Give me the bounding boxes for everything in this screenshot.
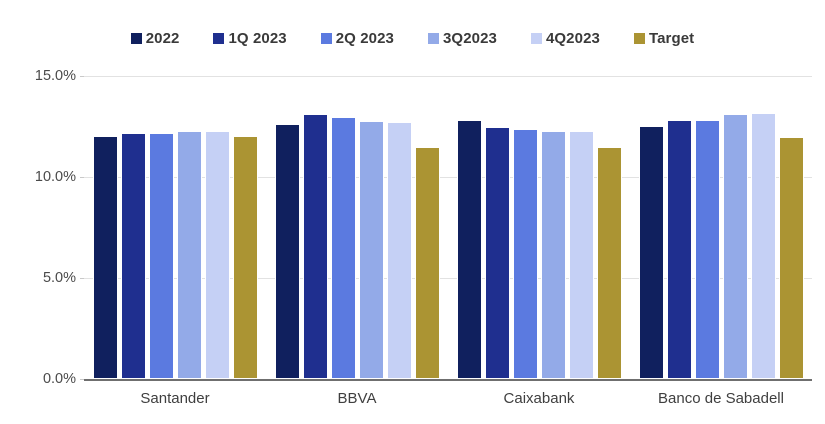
bar-group [84, 76, 266, 379]
chart-legend: 2022 1Q 2023 2Q 2023 3Q2023 4Q2023 Target [0, 30, 825, 47]
bar-group [630, 76, 812, 379]
legend-swatch-icon [633, 33, 645, 44]
legend-item[interactable]: 1Q 2023 [213, 30, 287, 47]
legend-label: 2Q 2023 [335, 30, 394, 47]
bar[interactable] [512, 128, 538, 379]
x-axis-labels: Santander BBVA Caixabank Banco de Sabadell [84, 390, 812, 407]
legend-label: 4Q2023 [545, 30, 600, 47]
gridline [84, 278, 812, 279]
bar[interactable] [540, 130, 566, 379]
bar-groups [84, 76, 812, 379]
y-axis-tick-label: 5.0% [42, 270, 76, 286]
legend-item[interactable]: Target [633, 30, 695, 47]
bar[interactable] [204, 130, 230, 379]
legend-item[interactable]: 4Q2023 [530, 30, 600, 47]
legend-swatch-icon [130, 33, 142, 44]
y-axis: 0.0% 5.0% 10.0% 15.0% [8, 68, 90, 387]
x-axis-category-label: Santander [140, 390, 210, 407]
bar[interactable] [120, 132, 146, 379]
x-axis-category-label: Banco de Sabadell [658, 390, 784, 407]
legend-item[interactable]: 3Q2023 [427, 30, 497, 47]
legend-label: 2022 [145, 30, 180, 47]
y-axis-tick-label: 0.0% [42, 371, 76, 387]
plot-area [84, 76, 812, 381]
gridline [84, 177, 812, 178]
bar[interactable] [176, 130, 202, 379]
bar[interactable] [274, 124, 300, 379]
legend-swatch-icon [213, 33, 225, 44]
bar[interactable] [386, 122, 412, 379]
bar[interactable] [750, 113, 776, 379]
x-axis-category-label: Caixabank [503, 390, 575, 407]
bar[interactable] [484, 126, 510, 379]
bar[interactable] [302, 114, 328, 379]
bar[interactable] [232, 135, 258, 379]
bar[interactable] [778, 136, 804, 379]
legend-swatch-icon [530, 33, 542, 44]
bar[interactable] [694, 120, 720, 379]
bar[interactable] [456, 120, 482, 379]
bar-group [266, 76, 448, 379]
legend-label: Target [648, 30, 695, 47]
legend-swatch-icon [427, 33, 439, 44]
bar[interactable] [358, 121, 384, 379]
legend-item[interactable]: 2Q 2023 [320, 30, 394, 47]
x-axis-category-label: BBVA [337, 390, 377, 407]
legend-label: 1Q 2023 [228, 30, 287, 47]
bar[interactable] [638, 125, 664, 379]
gridline [84, 76, 812, 77]
bar[interactable] [722, 114, 748, 379]
bar[interactable] [666, 120, 692, 379]
bar[interactable] [414, 146, 440, 379]
bar[interactable] [596, 146, 622, 379]
x-axis-baseline [84, 379, 812, 381]
legend-swatch-icon [320, 33, 332, 44]
y-axis-tick-label: 15.0% [34, 68, 76, 84]
bar[interactable] [330, 117, 356, 379]
bar[interactable] [568, 130, 594, 379]
bar[interactable] [92, 135, 118, 379]
y-axis-tick-label: 10.0% [34, 169, 76, 185]
bar[interactable] [148, 132, 174, 379]
bar-group [448, 76, 630, 379]
legend-label: 3Q2023 [442, 30, 497, 47]
legend-item[interactable]: 2022 [130, 30, 180, 47]
